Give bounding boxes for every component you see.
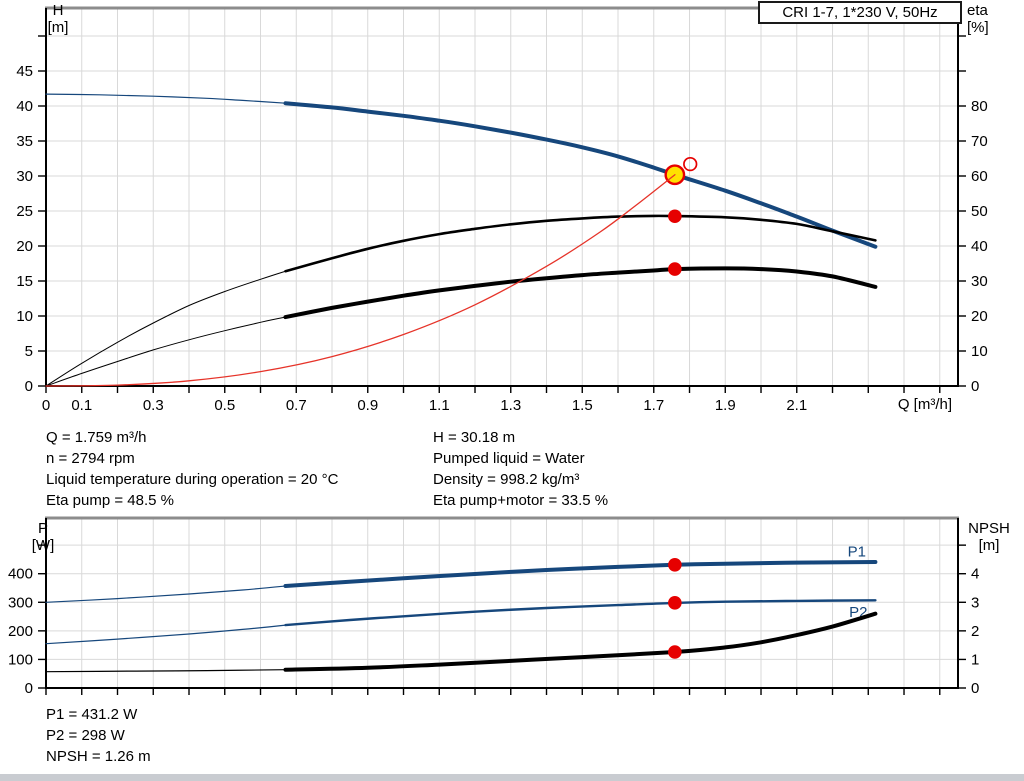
operating-point-info-right: H = 30.18 m Pumped liquid = Water Densit… [433, 427, 608, 511]
info-line-h: H = 30.18 m [433, 429, 516, 446]
npsh-axis-label: NPSH [m] [958, 520, 1020, 554]
y-left-tick-label: 10 [16, 308, 33, 325]
x-tick-label: 1.1 [429, 397, 450, 414]
series-P1 [283, 560, 878, 588]
y-right-tick-label: 4 [971, 566, 979, 583]
eta-axis-label: eta [%] [967, 2, 1021, 36]
series-P2 [45, 624, 287, 645]
info-line-q: Q = 1.759 m³/h [46, 429, 147, 446]
y-left-tick-label: 25 [16, 203, 33, 220]
h-axis-symbol: H [52, 2, 64, 19]
curve-label-P1: P1 [848, 543, 866, 560]
y-right-tick-label: 0 [971, 378, 979, 395]
y-right-tick-label: 3 [971, 594, 979, 611]
info-line-npsh: NPSH = 1.26 m [46, 748, 151, 765]
x-tick-label: 0 [42, 397, 50, 414]
x-tick-label: 0.3 [143, 397, 164, 414]
y-right-tick-label: 2 [971, 623, 979, 640]
x-tick-label: 0.1 [71, 397, 92, 414]
operating-point-info-left: Q = 1.759 m³/h n = 2794 rpm Liquid tempe… [46, 427, 338, 511]
y-right-tick-label: 40 [971, 238, 988, 255]
y-left-tick-label: 20 [16, 238, 33, 255]
series-eta-pump [45, 270, 286, 387]
q-axis-label: Q [m³/h] [897, 396, 952, 413]
chart-qh-eta: 0 5 10 15 20 25 30 35 40 45 0 10 20 30 40 50 60 70 80 0 0.1 0… [16, 6, 988, 414]
y-right-tick-label: 60 [971, 168, 988, 185]
series-eta-pump [284, 214, 877, 273]
info-line-density: Density = 998.2 kg/m³ [433, 471, 580, 488]
y-right-tick-label: 70 [971, 133, 988, 150]
y-right-tick-label: 10 [971, 343, 988, 360]
info-line-p1: P1 = 431.2 W [46, 706, 138, 723]
bottom-bar [0, 774, 1024, 781]
y-right-tick-label: 0 [971, 680, 979, 697]
y-left-tick-label: 45 [16, 63, 33, 80]
series-NPSH [283, 611, 878, 672]
y-right-tick-label: 20 [971, 308, 988, 325]
x-tick-label: 2.1 [786, 397, 807, 414]
h-axis-unit: [m] [47, 19, 69, 36]
series-P2 [284, 599, 877, 627]
power-npsh-info: P1 = 431.2 W P2 = 298 W NPSH = 1.26 m [46, 704, 151, 767]
operating-point-dot [668, 645, 682, 659]
y-left-tick-label: 5 [25, 343, 33, 360]
p-axis-label: P [W] [24, 520, 62, 554]
series-eta-pump-motor [283, 266, 878, 320]
p-axis-symbol: P [37, 520, 48, 537]
x-tick-label: 0.7 [286, 397, 307, 414]
p-axis-unit: [W] [31, 537, 55, 554]
series-NPSH [45, 669, 287, 673]
operating-point-dot [668, 209, 682, 224]
h-axis-label: H [m] [38, 2, 78, 36]
series-H-curve [283, 101, 878, 249]
y-right-tick-label: 50 [971, 203, 988, 220]
series-H-curve [45, 93, 287, 104]
x-tick-label: 1.9 [715, 397, 736, 414]
operating-point-dot [668, 558, 682, 572]
y-left-tick-label: 100 [8, 651, 33, 668]
y-left-tick-label: 200 [8, 623, 33, 640]
y-left-tick-label: 15 [16, 273, 33, 290]
npsh-axis-symbol: NPSH [968, 520, 1010, 537]
y-left-tick-label: 0 [25, 378, 33, 395]
x-tick-label: 1.5 [572, 397, 593, 414]
y-right-tick-label: 30 [971, 273, 988, 290]
series-eta-pump-motor [45, 316, 286, 387]
x-tick-label: 0.5 [214, 397, 235, 414]
eta-axis-symbol: eta [967, 2, 988, 19]
y-right-tick-label: 80 [971, 98, 988, 115]
info-line-rpm: n = 2794 rpm [46, 450, 135, 467]
y-left-tick-label: 300 [8, 594, 33, 611]
operating-point-dot [668, 596, 682, 610]
y-right-tick-label: 1 [971, 651, 979, 668]
y-left-tick-label: 0 [25, 680, 33, 697]
info-line-p2: P2 = 298 W [46, 727, 125, 744]
pump-title-box: CRI 1-7, 1*230 V, 50Hz [758, 1, 962, 24]
x-tick-label: 1.7 [643, 397, 664, 414]
requested-duty-marker [683, 156, 698, 172]
y-left-tick-label: 30 [16, 168, 33, 185]
info-line-eta-pump-motor: Eta pump+motor = 33.5 % [433, 492, 609, 509]
series-system-curve [45, 174, 676, 387]
x-tick-label: 0.9 [357, 397, 378, 414]
npsh-axis-unit: [m] [978, 537, 1000, 554]
y-left-tick-label: 40 [16, 98, 33, 115]
info-line-eta-pump: Eta pump = 48.5 % [46, 492, 174, 509]
info-line-liquid: Pumped liquid = Water [433, 450, 585, 467]
series-P1 [45, 585, 287, 603]
x-tick-label: 1.3 [500, 397, 521, 414]
operating-point-dot [668, 262, 682, 276]
y-left-tick-label: 400 [8, 566, 33, 583]
info-line-temperature: Liquid temperature during operation = 20… [46, 471, 339, 488]
y-left-tick-label: 35 [16, 133, 33, 150]
eta-axis-unit: [%] [967, 19, 989, 36]
